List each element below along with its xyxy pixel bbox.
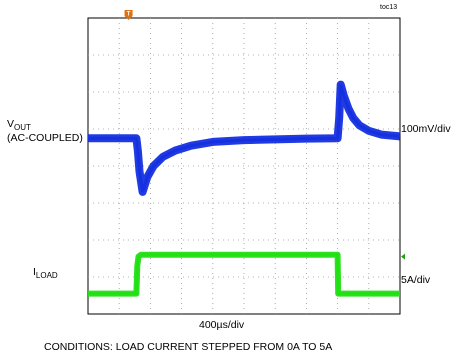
iload-scale: 5A/div bbox=[401, 274, 431, 286]
iload-label: ILOAD bbox=[33, 267, 58, 280]
marker-group: T bbox=[124, 10, 405, 260]
trigger-marker-icon bbox=[124, 10, 133, 20]
vout-label-line2: (AC-COUPLED) bbox=[7, 132, 83, 144]
iload-trace-core bbox=[88, 253, 400, 296]
iload-label-sub: LOAD bbox=[35, 271, 58, 280]
iload-label-main: I bbox=[33, 266, 36, 278]
iload-trace bbox=[88, 251, 400, 297]
conditions-caption: CONDITIONS: LOAD CURRENT STEPPED FROM 0A… bbox=[44, 341, 333, 353]
figure-id: toc13 bbox=[380, 4, 398, 11]
vout-label-sub: OUT bbox=[14, 123, 31, 132]
ground-ref-marker-icon bbox=[401, 253, 405, 260]
time-scale: 400µs/div bbox=[199, 319, 245, 331]
vout-scale: 100mV/div bbox=[401, 123, 451, 135]
traces bbox=[88, 80, 401, 297]
graticule bbox=[87, 17, 401, 315]
vout-label: VOUT (AC-COUPLED) bbox=[7, 118, 83, 144]
vout-trace-core bbox=[88, 84, 401, 193]
trigger-marker-label: T bbox=[127, 12, 131, 18]
vout-label-main: V bbox=[7, 118, 15, 130]
